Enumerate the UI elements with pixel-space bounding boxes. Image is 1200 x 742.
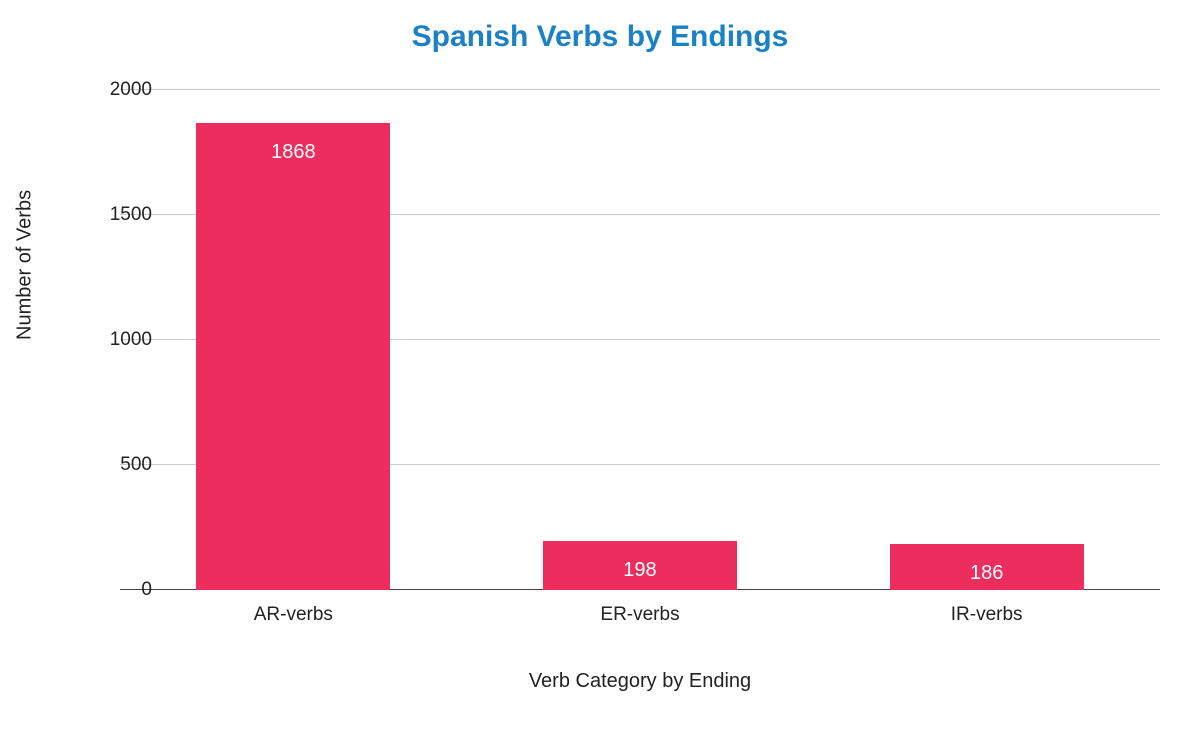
plot-area: 1868 198 186	[120, 90, 1160, 590]
y-tick-label: 500	[120, 454, 152, 476]
bar: 186	[890, 544, 1084, 591]
bar-value-label: 186	[890, 562, 1084, 585]
bar: 1868	[196, 123, 390, 590]
y-tick-label: 1500	[110, 204, 152, 226]
gridline	[120, 89, 1160, 90]
x-tick-label: ER-verbs	[467, 604, 814, 626]
y-tick-label: 0	[141, 579, 152, 601]
bar-value-label: 1868	[196, 141, 390, 164]
x-tick-label: IR-verbs	[813, 604, 1160, 626]
y-tick-label: 2000	[110, 79, 152, 101]
chart-container: Spanish Verbs by Endings 1868 198 186 Numb…	[0, 0, 1200, 742]
chart-title: Spanish Verbs by Endings	[0, 20, 1200, 54]
bar: 198	[543, 541, 737, 591]
x-tick-label: AR-verbs	[120, 604, 467, 626]
y-axis-label: Number of Verbs	[14, 190, 37, 340]
bar-value-label: 198	[543, 559, 737, 582]
x-axis-label: Verb Category by Ending	[120, 670, 1160, 693]
y-tick-label: 1000	[110, 329, 152, 351]
